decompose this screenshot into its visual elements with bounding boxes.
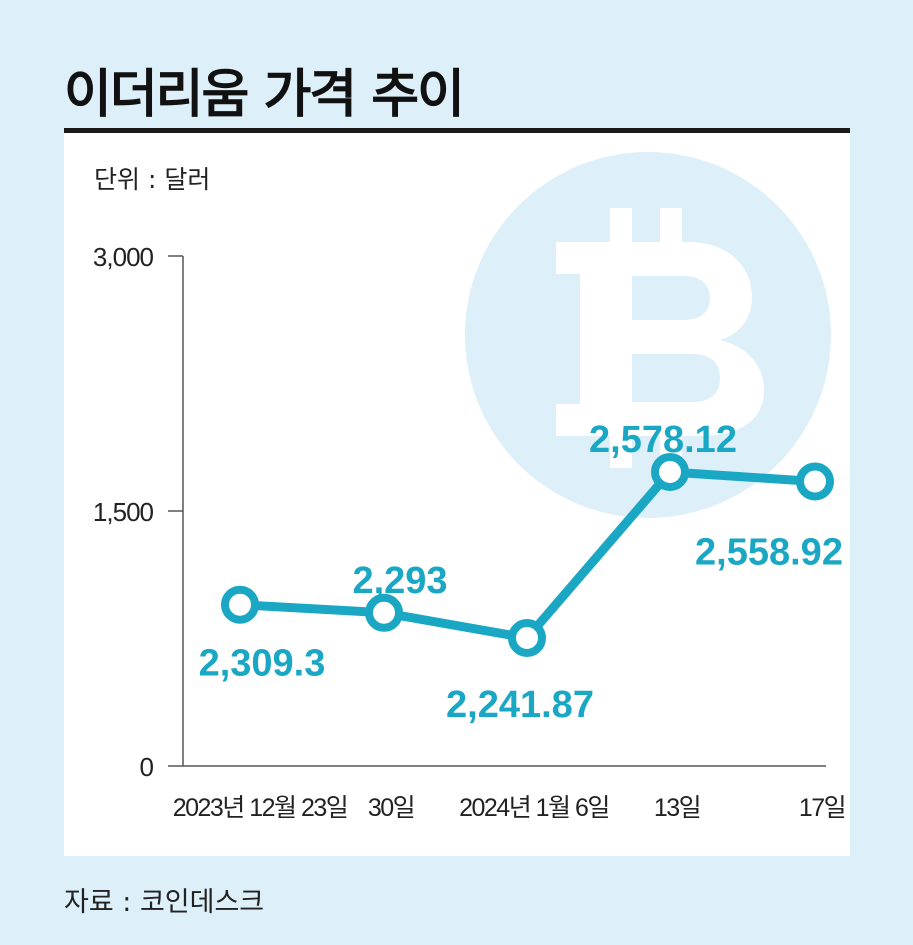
- data-label: 2,309.3: [199, 643, 326, 685]
- y-ticks: 3,000 1,500 0: [93, 242, 183, 782]
- x-tick-label: 17일: [799, 794, 845, 822]
- x-tick-label: 2024년 1월 6일: [459, 794, 609, 822]
- unit-label: 단위 : 달러: [94, 165, 211, 194]
- data-point: [508, 619, 546, 657]
- data-point: [221, 585, 259, 624]
- data-point: [796, 462, 834, 501]
- y-tick-label: 1,500: [93, 497, 154, 527]
- data-label: 2,293: [352, 560, 447, 602]
- x-tick-label: 2023년 12월 23일: [173, 794, 348, 822]
- y-tick-label: 3,000: [93, 242, 154, 272]
- y-tick-label: 0: [140, 752, 154, 782]
- x-tick-label: 30일: [368, 794, 414, 822]
- series-markers: [221, 453, 834, 657]
- source-note: 자료 : 코인데스크: [64, 887, 265, 918]
- data-point: [365, 593, 403, 632]
- data-label: 2,241.87: [446, 684, 594, 726]
- bitcoin-icon: [465, 152, 831, 518]
- chart-title: 이더리움 가격 추이: [64, 65, 465, 125]
- x-tick-label: 13일: [654, 794, 700, 822]
- x-labels: 2023년 12월 23일 30일 2024년 1월 6일 13일 17일: [173, 794, 847, 822]
- data-label: 2,558.92: [695, 531, 843, 573]
- data-label: 2,578.12: [589, 419, 737, 461]
- data-labels: 2,309.3 2,293 2,241.87 2,578.12 2,558.92: [199, 419, 843, 726]
- title-rule: [64, 128, 850, 133]
- data-point: [651, 453, 689, 491]
